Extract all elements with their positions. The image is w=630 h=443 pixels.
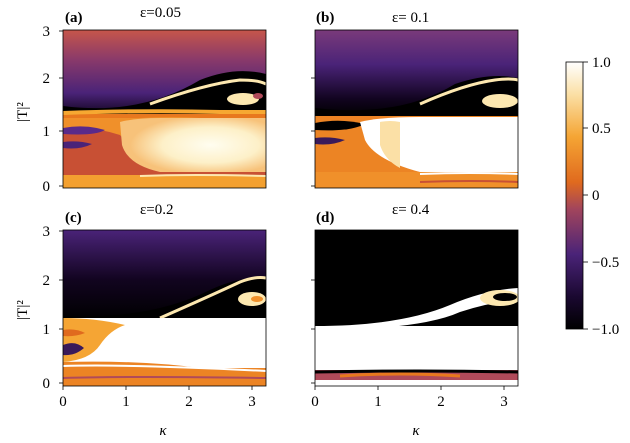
heatmap-c (63, 230, 266, 386)
xtick-c-0: 0 (59, 394, 67, 410)
panel-label-b: (b) (316, 10, 334, 26)
panel-a (59, 29, 267, 189)
xtick-c-3: 3 (248, 394, 256, 410)
panel-d (311, 229, 519, 390)
colorbar-tick-3: −0.5 (592, 255, 619, 271)
panel-label-a: (a) (65, 10, 83, 26)
colorbar-gradient (565, 61, 584, 330)
panel-b (311, 29, 519, 189)
xtick-c-1: 1 (122, 394, 130, 410)
xtick-d-0: 0 (311, 394, 319, 410)
panel-c (59, 229, 267, 390)
panel-label-c: (c) (65, 210, 82, 226)
colorbar (565, 61, 588, 330)
ytick-a-0: 0 (43, 179, 51, 195)
ytick-a-3: 3 (43, 24, 51, 40)
panel-title-d: ε= 0.4 (392, 202, 430, 218)
panel-title-c: ε=0.2 (140, 202, 174, 218)
colorbar-tick-1: 0.5 (592, 121, 611, 137)
heatmap-d (315, 230, 518, 386)
xtick-d-3: 3 (500, 394, 508, 410)
colorbar-tick-4: −1.0 (592, 322, 619, 338)
ytick-c-1: 1 (43, 322, 51, 338)
heatmap-a (63, 30, 266, 188)
ytick-c-3: 3 (43, 224, 51, 240)
xlabel-c: κ (159, 423, 167, 439)
ytick-a-2: 2 (43, 71, 51, 87)
xtick-d-2: 2 (437, 394, 445, 410)
panel-title-b: ε= 0.1 (392, 10, 429, 26)
colorbar-tick-2: 0 (592, 188, 600, 204)
ylabel-c: |T|² (15, 300, 31, 320)
xtick-c-2: 2 (185, 394, 193, 410)
colorbar-tick-0: 1.0 (592, 55, 611, 71)
ytick-a-1: 1 (43, 124, 51, 140)
xlabel-d: κ (412, 423, 420, 439)
xtick-d-1: 1 (374, 394, 382, 410)
panel-title-a: ε=0.05 (140, 5, 181, 21)
panel-label-d: (d) (316, 210, 334, 226)
ytick-c-2: 2 (43, 273, 51, 289)
heatmap-b (315, 30, 518, 188)
ytick-c-0: 0 (43, 376, 51, 392)
ylabel-a: |T|² (15, 102, 31, 122)
